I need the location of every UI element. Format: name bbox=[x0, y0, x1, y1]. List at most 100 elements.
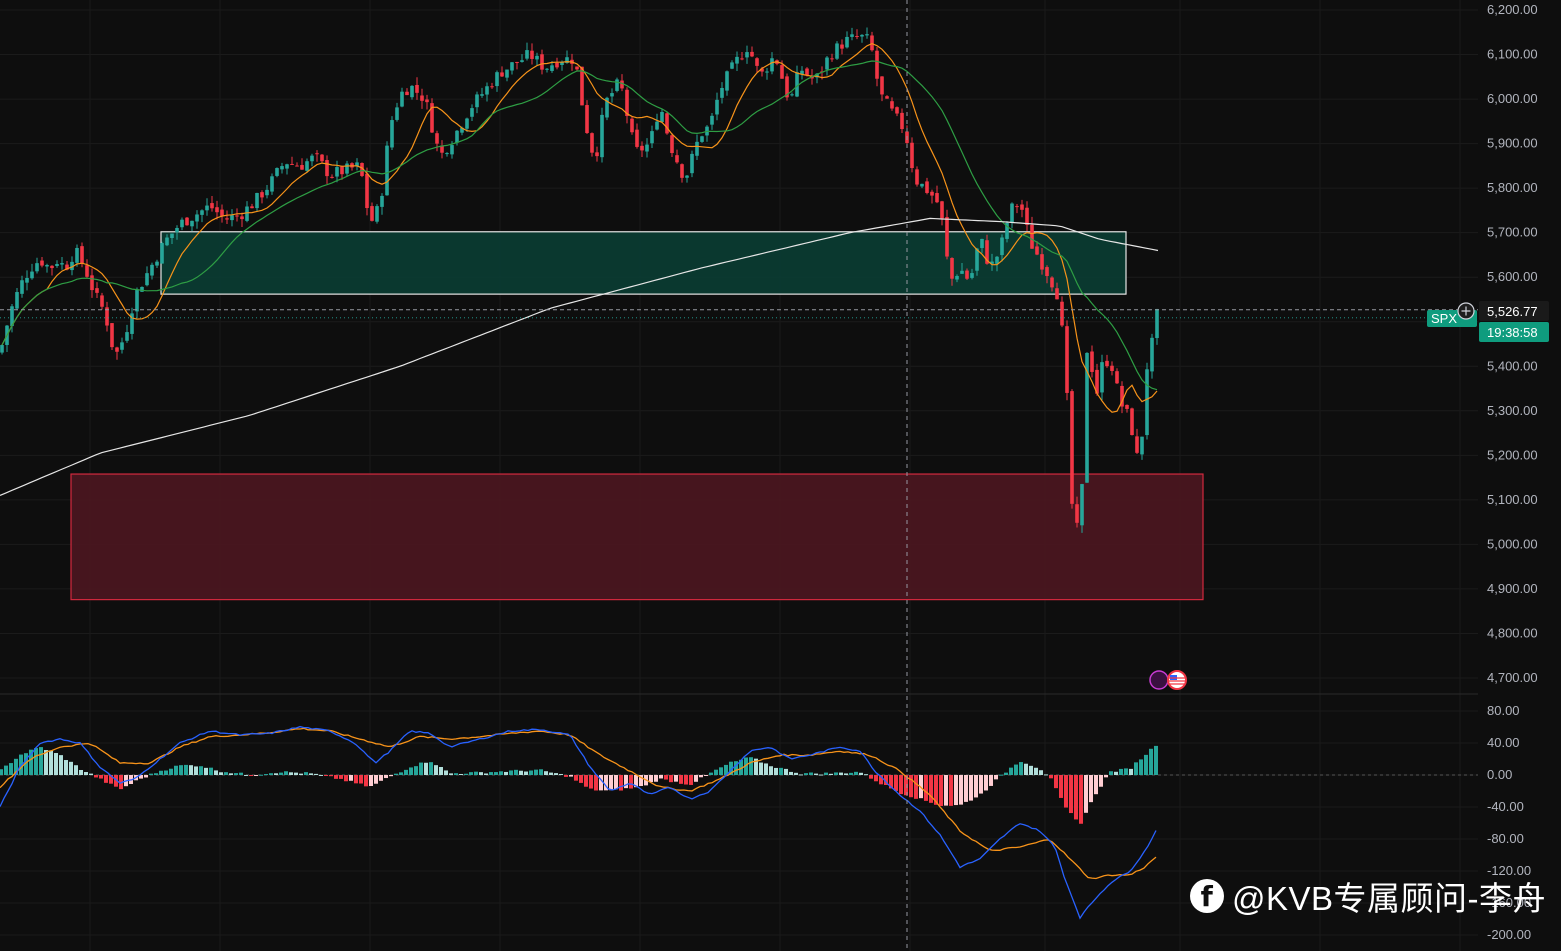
candle-body bbox=[580, 66, 584, 106]
candle-body bbox=[550, 65, 554, 71]
macd-histogram-bar bbox=[529, 770, 533, 775]
macd-histogram-bar bbox=[539, 769, 543, 775]
macd-histogram-bar bbox=[184, 764, 188, 775]
candle-body bbox=[630, 118, 634, 133]
macd-histogram-bar bbox=[444, 770, 448, 775]
macd-histogram-bar bbox=[624, 775, 628, 789]
macd-histogram-bar bbox=[64, 760, 68, 775]
macd-histogram-bar bbox=[799, 774, 803, 776]
price-tick-label: 5,600.00 bbox=[1487, 269, 1538, 284]
macd-histogram-bar bbox=[89, 773, 93, 775]
macd-histogram-bar bbox=[979, 775, 983, 794]
macd-histogram-bar bbox=[104, 775, 108, 783]
event-marker-icon[interactable] bbox=[1149, 670, 1169, 690]
macd-histogram-bar bbox=[1094, 775, 1098, 795]
price-tick-label: 5,200.00 bbox=[1487, 447, 1538, 462]
candle-body bbox=[710, 115, 714, 125]
candle-body bbox=[1150, 337, 1154, 372]
macd-histogram-bar bbox=[239, 772, 243, 775]
candle-body bbox=[135, 289, 139, 312]
candle-body bbox=[930, 191, 934, 196]
candle-body bbox=[395, 107, 399, 120]
macd-histogram-bar bbox=[819, 774, 823, 776]
candles bbox=[0, 27, 1159, 533]
macd-histogram-bar bbox=[424, 762, 428, 775]
candle-body bbox=[980, 238, 984, 249]
candle-body bbox=[505, 69, 509, 78]
macd-histogram-bar bbox=[1004, 772, 1008, 775]
macd-histogram-bar bbox=[774, 767, 778, 775]
candle-body bbox=[1140, 436, 1144, 455]
candle-body bbox=[765, 71, 769, 73]
macd-histogram-bar bbox=[374, 775, 378, 784]
event-markers[interactable] bbox=[1149, 670, 1187, 690]
macd-histogram-bar bbox=[479, 772, 483, 775]
macd-histogram-bar bbox=[719, 767, 723, 775]
candle-body bbox=[600, 114, 604, 158]
macd-histogram-bar bbox=[1054, 775, 1058, 789]
watermark: f @KVB专属顾问-李舟 bbox=[1190, 872, 1546, 920]
macd-histogram-bar bbox=[1014, 764, 1018, 775]
candle-body bbox=[975, 248, 979, 271]
macd-histogram-bar bbox=[524, 771, 528, 775]
macd-histogram-bar bbox=[739, 759, 743, 775]
macd-histogram-bar bbox=[69, 761, 73, 775]
macd-histogram-bar bbox=[574, 775, 578, 781]
macd-histogram-bar bbox=[674, 775, 678, 782]
candle-body bbox=[35, 263, 39, 272]
macd-histogram-bar bbox=[704, 775, 708, 776]
candle-body bbox=[165, 237, 169, 246]
macd-histogram-bar bbox=[234, 773, 238, 775]
candle-body bbox=[770, 58, 774, 72]
macd-histogram-bar bbox=[219, 772, 223, 775]
macd-histogram-bar bbox=[174, 765, 178, 775]
macd-histogram-bar bbox=[1124, 768, 1128, 775]
macd-histogram-bar bbox=[679, 775, 683, 784]
candle-body bbox=[685, 175, 689, 178]
macd-histogram-bar bbox=[1049, 775, 1053, 779]
candle-body bbox=[160, 243, 164, 264]
macd-histogram-bar bbox=[784, 768, 788, 775]
macd-histogram-bar bbox=[139, 775, 143, 779]
macd-histogram-bar bbox=[594, 775, 598, 791]
macd-histogram-bar bbox=[614, 775, 618, 790]
candle-body bbox=[1035, 246, 1039, 255]
macd-histogram-bar bbox=[464, 773, 468, 775]
macd-histogram-bar bbox=[969, 775, 973, 801]
macd-histogram-bar bbox=[154, 773, 158, 775]
macd-tick-label: -200.00 bbox=[1487, 927, 1531, 942]
macd-histogram-bar bbox=[459, 773, 463, 775]
candle-body bbox=[650, 131, 654, 144]
candle-body bbox=[1060, 301, 1064, 326]
candle-body bbox=[915, 169, 919, 185]
macd-histogram-bar bbox=[179, 765, 183, 775]
macd-tick-label: -160.00 bbox=[1487, 895, 1531, 910]
candle-body bbox=[140, 286, 144, 292]
candle-body bbox=[330, 176, 334, 178]
candle-body bbox=[920, 183, 924, 187]
candle-body bbox=[845, 36, 849, 48]
macd-histogram-bar bbox=[804, 773, 808, 775]
candle-body bbox=[465, 118, 469, 129]
price-tick-label: 6,200.00 bbox=[1487, 2, 1538, 17]
candle-body bbox=[1010, 203, 1014, 223]
macd-histogram-bar bbox=[669, 775, 673, 783]
candle-body bbox=[415, 84, 419, 93]
macd-histogram-bar bbox=[814, 773, 818, 775]
candle-body bbox=[990, 261, 994, 264]
candle-body bbox=[1100, 362, 1104, 393]
macd-histogram-bar bbox=[1024, 763, 1028, 775]
macd-histogram-bar bbox=[1099, 775, 1103, 787]
macd-histogram-bar bbox=[964, 775, 968, 802]
ma-mid-line bbox=[1, 60, 1158, 391]
macd-histogram-bar bbox=[354, 775, 358, 784]
macd-histogram-bar bbox=[744, 757, 748, 775]
candle-body bbox=[360, 163, 364, 176]
candle-body bbox=[760, 68, 764, 72]
candle-body bbox=[925, 181, 929, 193]
macd-histogram-bar bbox=[24, 753, 28, 775]
macd-histogram-bar bbox=[1089, 775, 1093, 803]
macd-histogram-bar bbox=[684, 775, 688, 785]
candle-body bbox=[800, 70, 804, 75]
